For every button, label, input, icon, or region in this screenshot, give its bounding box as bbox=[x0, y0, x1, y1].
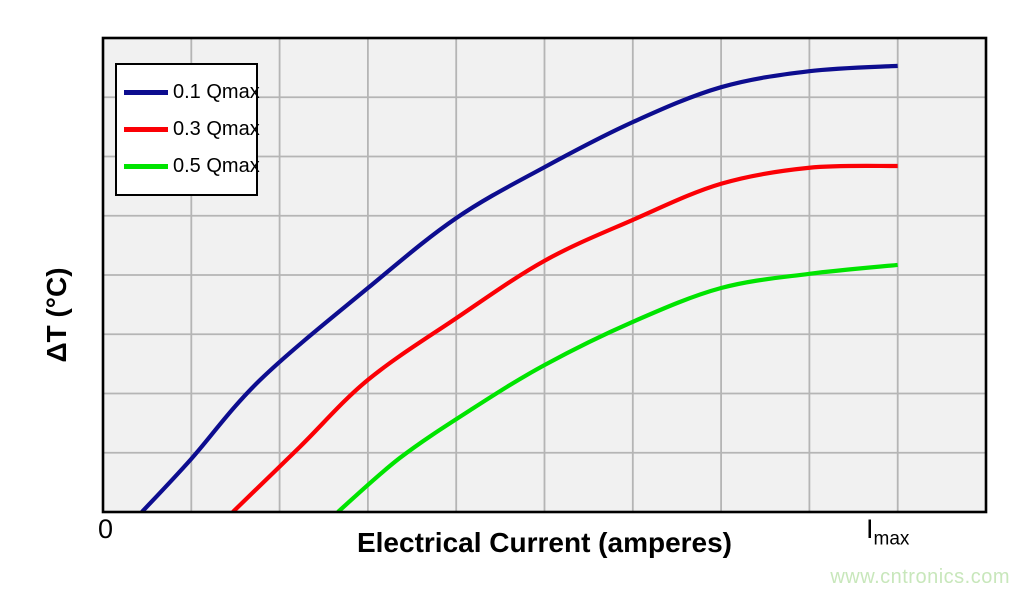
x-tick-zero: 0 bbox=[98, 514, 114, 544]
legend-item: 0.1 Qmax bbox=[117, 81, 260, 104]
legend-item: 0.5 Qmax bbox=[117, 155, 260, 178]
y-axis-title: ΔT (°C) bbox=[41, 267, 72, 363]
legend-label: 0.3 Qmax bbox=[173, 118, 260, 140]
x-tick-imax: Imax bbox=[866, 514, 909, 550]
legend-line-swatch-blue bbox=[124, 90, 168, 95]
x-tick-imax-base: I bbox=[866, 514, 874, 544]
legend-item: 0.3 Qmax bbox=[117, 118, 260, 141]
watermark-text: www.cntronics.com bbox=[830, 566, 1010, 588]
legend-label: 0.5 Qmax bbox=[173, 155, 260, 177]
legend: 0.1 Qmax 0.3 Qmax 0.5 Qmax bbox=[115, 63, 260, 196]
legend-line-swatch-green bbox=[124, 164, 168, 169]
legend-label: 0.1 Qmax bbox=[173, 81, 260, 103]
legend-line-swatch-red bbox=[124, 127, 168, 132]
x-axis-title: Electrical Current (amperes) bbox=[356, 527, 733, 558]
x-tick-imax-subscript: max bbox=[873, 528, 910, 550]
